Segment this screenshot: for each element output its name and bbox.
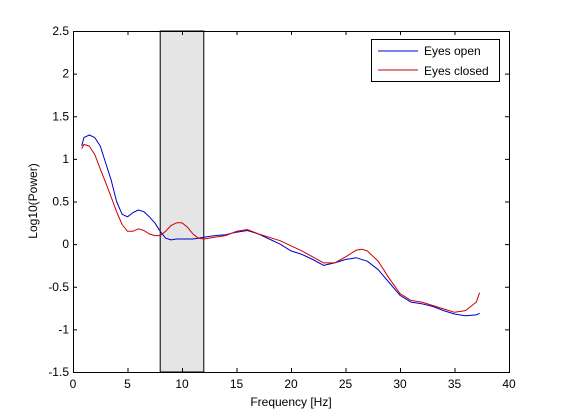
y-tick-label: 1 [62, 152, 69, 166]
x-tick-label: 5 [124, 377, 131, 391]
y-tick-label: 2.5 [52, 24, 69, 38]
series-layer [81, 134, 481, 317]
y-axis-label: Log10(Power) [26, 163, 40, 238]
x-tick-label: 15 [230, 377, 244, 391]
x-tick-label: 0 [70, 377, 77, 391]
x-tick-label: 30 [393, 377, 407, 391]
legend-label-eyes-closed: Eyes closed [424, 64, 489, 78]
x-axis-label: Frequency [Hz] [250, 395, 331, 409]
series-line-eyes-closed [81, 143, 481, 313]
x-tick-label: 20 [284, 377, 298, 391]
y-tick-label: -1.5 [48, 365, 69, 379]
legend-box [371, 39, 500, 82]
shaded-frequency-band [159, 30, 205, 373]
y-tick-label: -0.5 [48, 280, 69, 294]
x-tick-label: 25 [339, 377, 353, 391]
plot-background [73, 31, 509, 372]
x-tick-label: 10 [175, 377, 189, 391]
legend-label-eyes-open: Eyes open [424, 44, 481, 58]
y-tick-label: 0 [62, 237, 69, 251]
y-axis-ticks: -1.5 -1 -0.5 0 0.5 1 1.5 2 2.5 [48, 24, 509, 379]
y-tick-label: 2 [62, 67, 69, 81]
legend: Eyes open Eyes closed [371, 39, 500, 82]
series-line-eyes-open [81, 134, 480, 317]
y-tick-label: -1 [58, 322, 69, 336]
x-tick-label: 40 [502, 377, 516, 391]
x-axis-ticks: 0 5 10 15 20 25 30 35 40 [70, 31, 516, 391]
x-tick-label: 35 [448, 377, 462, 391]
y-tick-label: 1.5 [52, 109, 69, 123]
y-tick-label: 0.5 [52, 195, 69, 209]
